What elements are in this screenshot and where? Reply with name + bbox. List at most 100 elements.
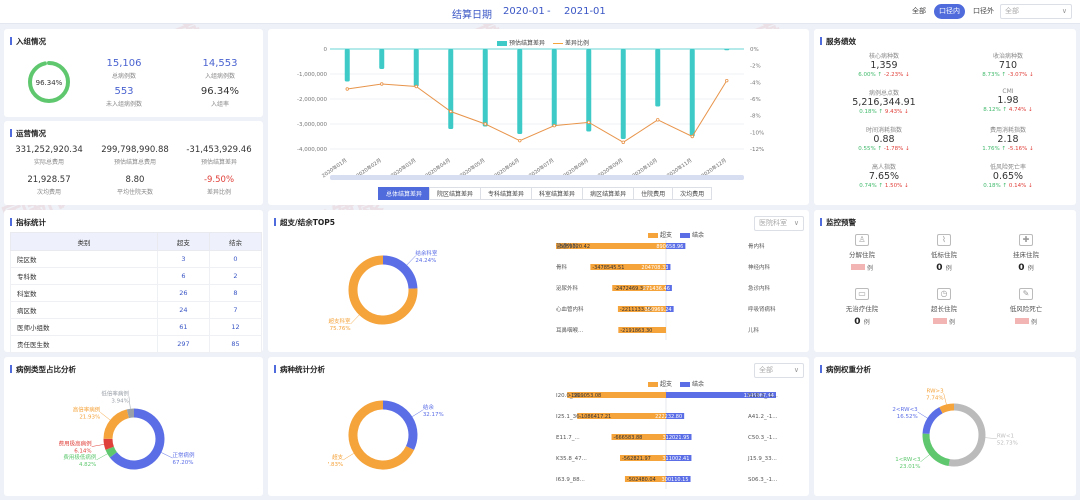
y2-axis-tick-label: 0% bbox=[750, 47, 759, 53]
label-leader-line bbox=[91, 444, 105, 447]
line-point bbox=[345, 87, 349, 91]
tab-campus-diff[interactable]: 院区结算差异 bbox=[429, 187, 482, 200]
metric-change-yoy: 0.18% ↑ bbox=[983, 183, 1009, 189]
disease-select[interactable]: 全部 ∨ bbox=[754, 363, 804, 378]
metric-change-yoy: 0.55% ↑ bbox=[858, 146, 884, 152]
save-bar bbox=[666, 306, 674, 312]
predict-cost-caption: 预估结算总费用 bbox=[113, 159, 156, 166]
monitor-panel: 监控预警 ♙ 分解住院例 ⌇ 低标住院 0 例 ✚ 挂床住院 0 例 ▭ 无治疗住院 0 例 ◷ 超长住… bbox=[814, 210, 1076, 352]
monitor-item[interactable]: ✚ 挂床住院 0 例 bbox=[996, 234, 1056, 273]
chart-icon: ⌇ bbox=[937, 234, 951, 246]
metric-change-mom: -3.07% ↓ bbox=[1007, 72, 1034, 78]
tab-avg-cost[interactable]: 次均费用 bbox=[672, 187, 713, 200]
label-leader-line bbox=[100, 412, 111, 421]
tab-inpatient-cost[interactable]: 住院费用 bbox=[633, 187, 674, 200]
diff-value: -31,453,929.46 bbox=[186, 145, 252, 155]
over-bar-value: -3478545.51 bbox=[592, 265, 624, 271]
monitor-item[interactable]: ⌇ 低标住院 0 例 bbox=[914, 234, 974, 273]
save-cell[interactable]: 7 bbox=[208, 301, 263, 319]
monitor-label: 无治疗住院 bbox=[845, 305, 879, 313]
date-from[interactable]: 2020-01 bbox=[503, 6, 545, 17]
metric-change-yoy: 0.18% ↑ bbox=[859, 109, 885, 115]
legend-over-label[interactable]: 超支 bbox=[660, 232, 673, 239]
tab-specialty-diff[interactable]: 专科结算差异 bbox=[480, 187, 533, 200]
bar-mark bbox=[517, 49, 523, 134]
label-leader-line bbox=[406, 255, 416, 266]
clock-bed-icon: ◷ bbox=[937, 288, 951, 300]
tab-department-diff[interactable]: 科室结算差异 bbox=[531, 187, 584, 200]
over-bar-value: -1209053.08 bbox=[569, 393, 601, 399]
monitor-item[interactable]: ◷ 超长住院例 bbox=[914, 288, 974, 327]
scope-all-option[interactable]: 全部 bbox=[912, 7, 926, 15]
metric-percent: 0.55% ↑ -1.78% ↓ bbox=[824, 146, 944, 152]
donut-slice bbox=[948, 403, 986, 467]
over-cell[interactable]: 3 bbox=[156, 250, 210, 268]
slice-value: 67.20% bbox=[173, 460, 194, 466]
over-cell[interactable]: 297 bbox=[156, 335, 210, 353]
metric-change-yoy: 8.12% ↑ bbox=[983, 107, 1009, 113]
slice-value: 52.73% bbox=[997, 441, 1018, 447]
save-cell[interactable]: 8 bbox=[208, 284, 263, 302]
donut-slice bbox=[939, 403, 955, 414]
service-metric: 核心病种数 1,359 6.00% ↑ -2.23% ↓ bbox=[824, 51, 944, 78]
legend-save-label[interactable]: 结余 bbox=[691, 232, 704, 239]
metric-change-mom: 4.74% ↓ bbox=[1008, 107, 1033, 113]
donut-slice bbox=[105, 446, 118, 458]
slice-value: 7.74% bbox=[926, 395, 943, 401]
avg-days-value: 8.80 bbox=[125, 175, 145, 185]
scope-select[interactable]: 全部 ∨ bbox=[1000, 4, 1072, 19]
over-cell[interactable]: 24 bbox=[156, 301, 210, 319]
save-bar bbox=[666, 243, 686, 249]
over-cell[interactable]: 61 bbox=[156, 318, 210, 336]
save-category-label: 骨内科 bbox=[748, 242, 765, 250]
slice-value: 4.82% bbox=[79, 462, 96, 468]
scope-out-option[interactable]: 口径外 bbox=[973, 7, 994, 15]
over-bar-value: -5059320.42 bbox=[558, 244, 590, 250]
service-metric: 病例总点数 5,216,344.91 0.18% ↑ 9.43% ↓ bbox=[824, 88, 944, 115]
save-cell[interactable]: 12 bbox=[208, 318, 263, 336]
y2-axis-tick-label: -8% bbox=[750, 114, 761, 120]
save-bar-value: 312021.95 bbox=[662, 435, 689, 441]
save-cell[interactable]: 2 bbox=[208, 267, 263, 285]
over-category-label: 泌尿外科 bbox=[556, 284, 579, 292]
legend-save-label[interactable]: 结余 bbox=[691, 381, 704, 388]
monitor-item[interactable]: ✎ 低风险死亡例 bbox=[996, 288, 1056, 327]
save-bar-value: 222232.80 bbox=[655, 414, 682, 420]
department-select[interactable]: 医院科室 ∨ bbox=[754, 216, 804, 231]
save-cell[interactable]: 0 bbox=[208, 250, 263, 268]
line-point bbox=[690, 134, 694, 139]
over-category-label: 骨科 bbox=[556, 263, 568, 271]
over-cell[interactable]: 26 bbox=[156, 284, 210, 302]
service-metric: CMI 1.98 8.12% ↑ 4.74% ↓ bbox=[948, 88, 1068, 113]
legend-over-label[interactable]: 超支 bbox=[660, 381, 673, 388]
over-category-label: I25.1_36... bbox=[556, 414, 585, 420]
in-group-caption: 入组病例数 bbox=[204, 73, 235, 80]
actual-cost-caption: 实际总费用 bbox=[33, 159, 64, 166]
slice-label: 低倍率病例 bbox=[101, 389, 129, 397]
tab-overall-diff[interactable]: 总体结算差异 bbox=[378, 187, 431, 200]
y-axis-tick-label: -2,000,000 bbox=[297, 97, 327, 103]
monitor-item[interactable]: ▭ 无治疗住院 0 例 bbox=[832, 288, 892, 327]
over-cell[interactable]: 6 bbox=[156, 267, 210, 285]
scope-in-option[interactable]: 口径内 bbox=[934, 4, 965, 19]
over-bar-value: -2191863.30 bbox=[620, 328, 652, 334]
legend-line-label[interactable]: 差异比例 bbox=[564, 40, 589, 47]
line-point bbox=[725, 78, 729, 83]
save-category-label: J15.9_33... bbox=[747, 456, 777, 462]
metric-change-mom: 1.50% ↓ bbox=[884, 183, 909, 189]
legend-bar-label[interactable]: 预估结算差异 bbox=[509, 40, 546, 47]
chart-zoom-slider[interactable] bbox=[330, 175, 744, 180]
over-bar bbox=[611, 434, 666, 440]
slice-value: 24.24% bbox=[415, 258, 436, 264]
monitor-item[interactable]: ♙ 分解住院例 bbox=[832, 234, 892, 273]
save-bar bbox=[666, 413, 685, 419]
save-bar-value: 271436.46 bbox=[643, 286, 670, 292]
date-to[interactable]: 2021-01 bbox=[564, 6, 606, 17]
trend-chart-panel: 预估结算差异 差异比例 0 -1,000,000 -2,000,000 -3,000,… bbox=[268, 29, 809, 205]
tab-ward-diff[interactable]: 病区结算差异 bbox=[582, 187, 635, 200]
avg-fee-value: 21,928.57 bbox=[27, 175, 71, 185]
save-cell[interactable]: 85 bbox=[208, 335, 263, 353]
